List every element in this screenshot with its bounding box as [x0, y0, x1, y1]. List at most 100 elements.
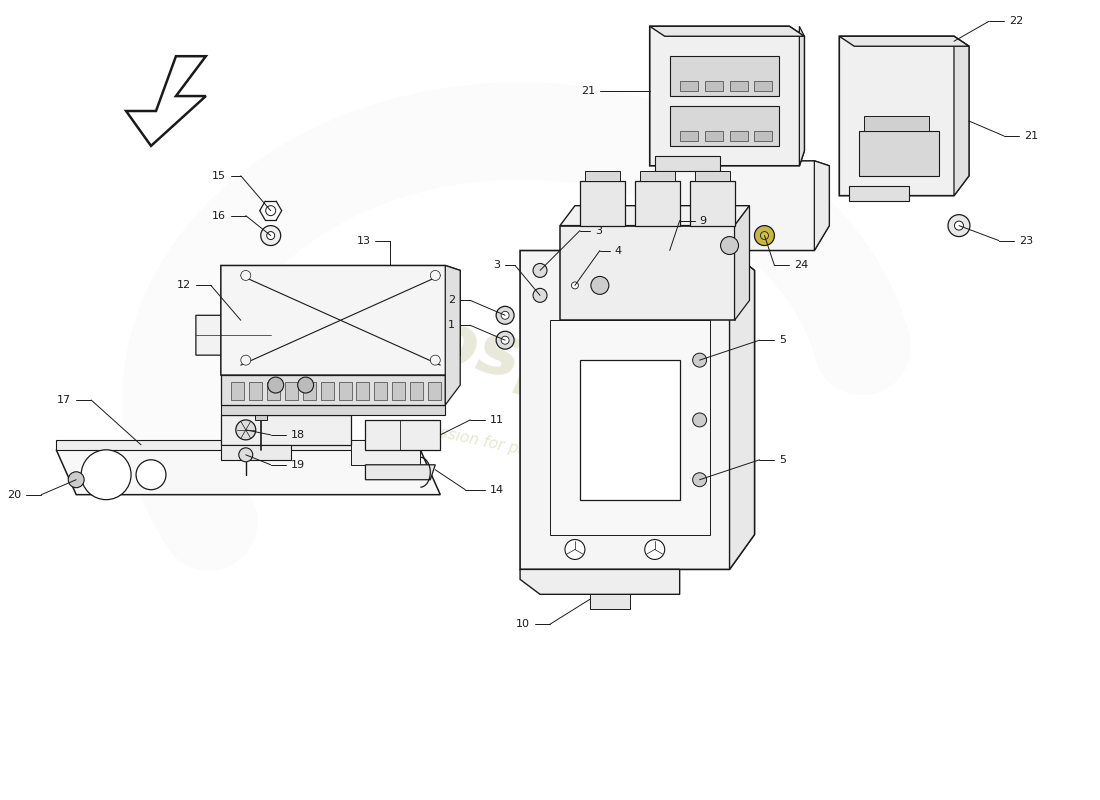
Polygon shape: [560, 226, 735, 320]
Polygon shape: [670, 106, 780, 146]
Text: a passion for parts since 1985: a passion for parts since 1985: [406, 418, 635, 481]
Text: 16: 16: [212, 210, 226, 221]
Polygon shape: [690, 181, 735, 226]
Polygon shape: [800, 26, 804, 166]
Polygon shape: [339, 382, 352, 400]
Polygon shape: [729, 81, 748, 91]
Text: 21: 21: [1024, 131, 1038, 141]
Circle shape: [261, 226, 280, 246]
Polygon shape: [221, 266, 460, 375]
Circle shape: [720, 237, 738, 254]
Polygon shape: [560, 206, 749, 226]
Polygon shape: [580, 181, 625, 226]
Polygon shape: [285, 382, 298, 400]
Circle shape: [712, 198, 727, 214]
Polygon shape: [580, 360, 680, 500]
Polygon shape: [56, 450, 440, 494]
Polygon shape: [365, 465, 436, 480]
Circle shape: [571, 282, 579, 289]
Polygon shape: [680, 81, 697, 91]
Circle shape: [955, 221, 964, 230]
Polygon shape: [660, 161, 829, 250]
Polygon shape: [755, 81, 772, 91]
Polygon shape: [356, 382, 370, 400]
Text: 10: 10: [516, 619, 530, 630]
Polygon shape: [585, 170, 619, 181]
Polygon shape: [814, 161, 829, 250]
Polygon shape: [705, 131, 723, 141]
Polygon shape: [954, 36, 969, 196]
Text: 11: 11: [491, 415, 504, 425]
Text: 3: 3: [493, 261, 500, 270]
Polygon shape: [221, 415, 351, 445]
Text: 23: 23: [1019, 235, 1033, 246]
Circle shape: [645, 539, 664, 559]
Circle shape: [534, 288, 547, 302]
Circle shape: [68, 472, 85, 488]
Polygon shape: [839, 36, 969, 196]
Circle shape: [502, 311, 509, 319]
Polygon shape: [221, 405, 446, 415]
Circle shape: [693, 473, 706, 486]
Polygon shape: [755, 131, 772, 141]
Polygon shape: [590, 594, 630, 610]
Circle shape: [565, 539, 585, 559]
Polygon shape: [650, 26, 804, 166]
Circle shape: [81, 450, 131, 500]
Polygon shape: [393, 382, 406, 400]
Text: 5: 5: [780, 454, 786, 465]
Polygon shape: [446, 266, 460, 405]
Polygon shape: [255, 412, 266, 420]
Text: 15: 15: [212, 170, 226, 181]
Polygon shape: [859, 131, 939, 176]
Circle shape: [566, 278, 583, 294]
Circle shape: [136, 460, 166, 490]
Circle shape: [430, 355, 440, 365]
Text: 21: 21: [581, 86, 595, 96]
Polygon shape: [635, 181, 680, 226]
Polygon shape: [729, 250, 755, 570]
Polygon shape: [428, 382, 441, 400]
Circle shape: [266, 231, 275, 239]
Text: eurospares: eurospares: [289, 279, 750, 442]
Text: 20: 20: [8, 490, 21, 500]
Circle shape: [267, 377, 284, 393]
Text: 13: 13: [356, 235, 371, 246]
Circle shape: [235, 420, 255, 440]
Polygon shape: [56, 440, 420, 450]
Circle shape: [241, 355, 251, 365]
Polygon shape: [196, 315, 271, 355]
Text: 3: 3: [595, 226, 602, 235]
Text: 9: 9: [700, 216, 706, 226]
Text: 4: 4: [615, 246, 622, 255]
Text: 22: 22: [1009, 16, 1023, 26]
Polygon shape: [126, 56, 206, 146]
Polygon shape: [640, 170, 674, 181]
Text: 17: 17: [57, 395, 72, 405]
Polygon shape: [694, 170, 729, 181]
Circle shape: [239, 448, 253, 462]
Circle shape: [693, 353, 706, 367]
Circle shape: [298, 377, 314, 393]
Polygon shape: [849, 186, 909, 201]
Polygon shape: [221, 445, 290, 460]
Text: 19: 19: [290, 460, 305, 470]
Text: 5: 5: [780, 335, 786, 346]
Polygon shape: [221, 375, 446, 405]
Circle shape: [241, 270, 251, 281]
Text: 2: 2: [448, 295, 455, 306]
Polygon shape: [520, 570, 680, 594]
Polygon shape: [680, 131, 697, 141]
Circle shape: [430, 270, 440, 281]
Polygon shape: [410, 382, 424, 400]
Polygon shape: [365, 420, 440, 450]
Polygon shape: [266, 382, 279, 400]
Polygon shape: [231, 382, 244, 400]
Polygon shape: [865, 116, 930, 131]
Circle shape: [496, 306, 514, 324]
Circle shape: [502, 336, 509, 344]
Polygon shape: [351, 440, 420, 465]
Polygon shape: [735, 206, 749, 320]
Polygon shape: [550, 320, 710, 534]
Circle shape: [693, 413, 706, 427]
